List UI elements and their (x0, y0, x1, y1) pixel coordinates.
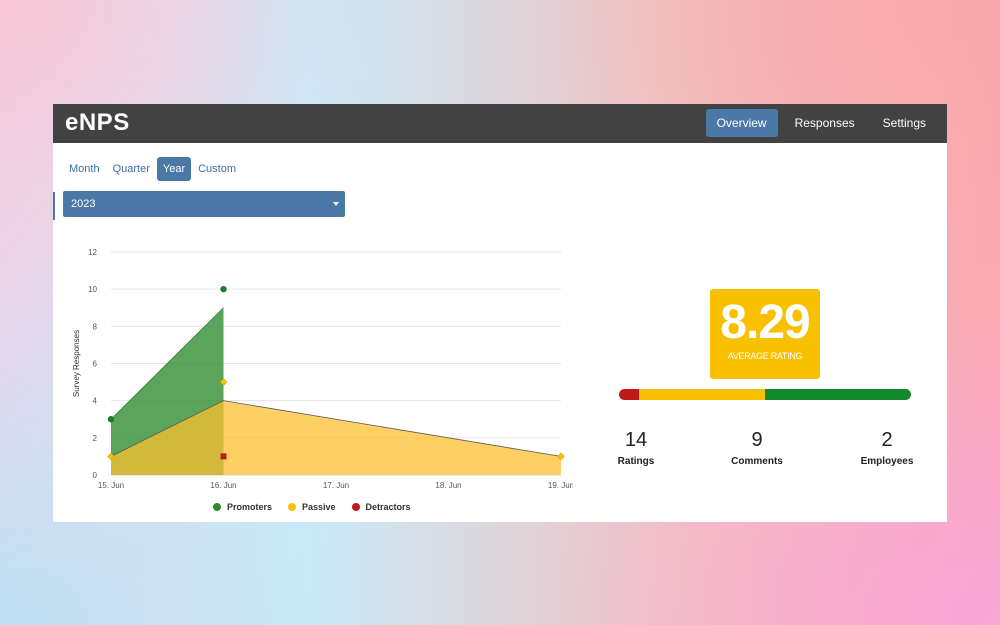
x-tick-label: 19. Jun (548, 481, 573, 490)
legend-passive-label: Passive (302, 502, 336, 512)
period-tabs: Month Quarter Year Custom (63, 157, 243, 181)
average-rating-card: 8.29 AVERAGE RATING (710, 289, 820, 379)
promoters-point (107, 416, 115, 423)
stat-comments-value: 9 (751, 429, 763, 451)
stat-employees-label: Employees (860, 456, 914, 467)
detractors-segment (619, 389, 640, 400)
stat-employees-value: 2 (881, 429, 893, 451)
passive-dot-icon (288, 503, 297, 511)
passive-segment (639, 389, 765, 400)
legend-promoters-label: Promoters (227, 502, 273, 512)
x-tick-label: 16. Jun (210, 481, 236, 490)
top-navbar: eNPS Overview Responses Settings (53, 104, 947, 143)
stat-ratings-value: 14 (624, 429, 648, 451)
section-indicator (53, 192, 55, 220)
stat-comments-label: Comments (731, 456, 783, 467)
responses-chart: 0 2 4 6 8 10 12 15. Jun 16. Jun 17. Jun 18. Jun 19.… (72, 248, 573, 490)
detractors-point (220, 453, 227, 460)
chart-legend: Promoters Passive Detractors (213, 502, 411, 512)
x-tick-label: 18. Jun (435, 481, 461, 490)
chevron-down-icon (333, 202, 339, 206)
y-tick-label: 6 (93, 360, 98, 369)
legend-detractors-label: Detractors (365, 502, 411, 512)
app-window: eNPS Overview Responses Settings Month Q… (53, 104, 947, 522)
y-tick-label: 12 (88, 248, 97, 257)
average-rating-value: 8.29 (720, 296, 810, 349)
stat-ratings-label: Ratings (617, 456, 655, 467)
x-tick-label: 17. Jun (323, 481, 349, 490)
app-title: eNPS (65, 109, 130, 136)
year-select[interactable]: 2023 (63, 191, 345, 217)
stat-comments: 9 Comments (712, 429, 802, 467)
promoters-dot-icon (213, 503, 221, 511)
tab-month[interactable]: Month (69, 163, 100, 175)
line-passive (110, 400, 562, 457)
year-select-value: 2023 (71, 198, 96, 210)
stat-ratings: 14 Ratings (591, 429, 681, 467)
detractors-dot-icon (351, 503, 360, 511)
y-tick-label: 4 (93, 397, 98, 406)
main-nav: Overview Responses Settings (705, 109, 937, 137)
promoters-segment (764, 389, 911, 400)
average-rating-label: AVERAGE RATING (727, 351, 803, 361)
tab-year[interactable]: Year (156, 157, 192, 181)
y-tick-label: 2 (93, 434, 98, 443)
x-tick-label: 15. Jun (98, 481, 124, 490)
legend-detractors[interactable]: Detractors (351, 502, 411, 512)
nav-settings[interactable]: Settings (882, 116, 926, 130)
nav-overview[interactable]: Overview (705, 109, 778, 137)
legend-passive[interactable]: Passive (288, 502, 336, 512)
stat-employees: 2 Employees (842, 429, 932, 467)
score-distribution-bar (619, 389, 911, 400)
y-tick-label: 10 (88, 285, 97, 294)
legend-promoters[interactable]: Promoters (213, 502, 272, 512)
passive-point (557, 452, 565, 461)
passive-point (107, 452, 115, 461)
y-tick-label: 0 (93, 471, 98, 480)
line-promoters (110, 307, 224, 420)
promoters-point (220, 285, 227, 293)
nav-responses[interactable]: Responses (794, 116, 855, 130)
tab-custom[interactable]: Custom (198, 163, 237, 175)
tab-quarter[interactable]: Quarter (112, 163, 150, 175)
y-axis-label: Survey Responses (72, 330, 81, 397)
y-tick-label: 8 (93, 322, 98, 331)
passive-point (219, 378, 228, 386)
